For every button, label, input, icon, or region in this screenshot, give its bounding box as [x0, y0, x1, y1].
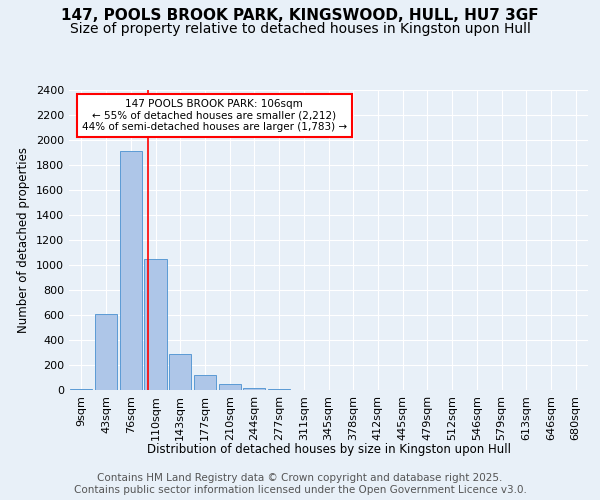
- Bar: [70, 389, 92, 390]
- Text: 147, POOLS BROOK PARK, KINGSWOOD, HULL, HU7 3GF: 147, POOLS BROOK PARK, KINGSWOOD, HULL, …: [61, 8, 539, 22]
- Text: Size of property relative to detached houses in Kingston upon Hull: Size of property relative to detached ho…: [70, 22, 530, 36]
- Bar: [119, 151, 142, 390]
- Bar: [194, 375, 216, 390]
- Bar: [145, 260, 167, 390]
- Bar: [95, 314, 117, 390]
- Text: Contains HM Land Registry data © Crown copyright and database right 2025.
Contai: Contains HM Land Registry data © Crown c…: [74, 474, 526, 495]
- Text: 147 POOLS BROOK PARK: 106sqm
← 55% of detached houses are smaller (2,212)
44% of: 147 POOLS BROOK PARK: 106sqm ← 55% of de…: [82, 99, 347, 132]
- Bar: [218, 384, 241, 390]
- Bar: [169, 354, 191, 390]
- Y-axis label: Number of detached properties: Number of detached properties: [17, 147, 31, 333]
- Bar: [243, 388, 265, 390]
- Text: Distribution of detached houses by size in Kingston upon Hull: Distribution of detached houses by size …: [147, 442, 511, 456]
